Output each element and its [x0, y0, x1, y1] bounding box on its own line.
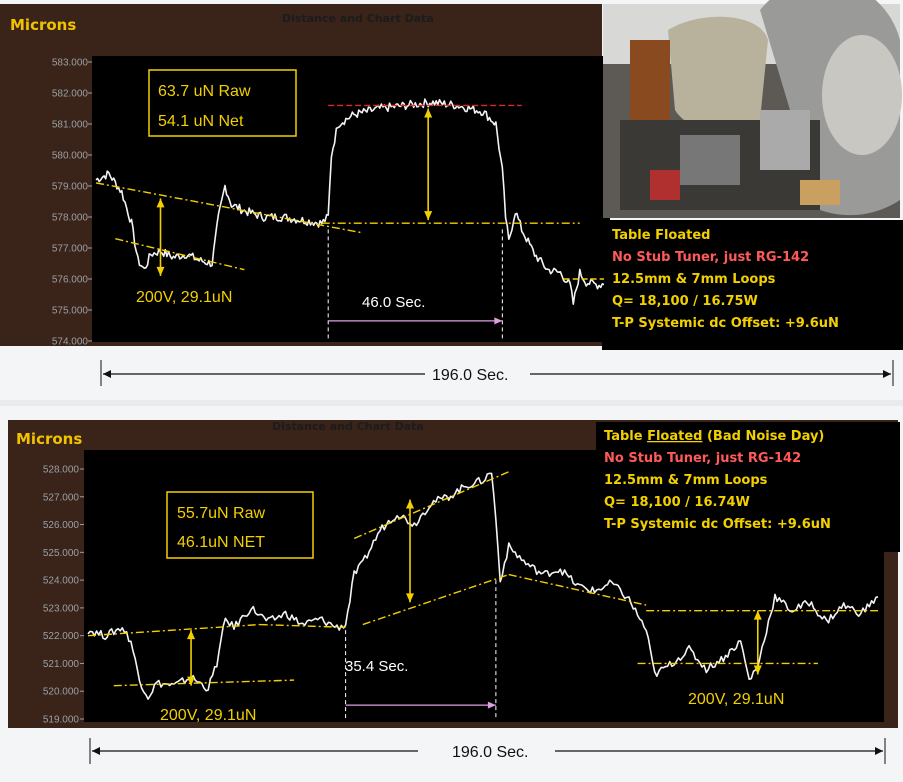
- bottom-guides: [87, 471, 878, 719]
- bottom-pulse-label: 35.4 Sec.: [345, 658, 408, 675]
- y-tick-label: 578.000: [52, 213, 89, 224]
- info-box-bg: [604, 222, 902, 347]
- top-duration-label: 196.0 Sec.: [432, 367, 509, 384]
- y-tick-label: 521.000: [43, 659, 80, 670]
- bottom-net-label: 46.1uN NET: [177, 534, 265, 551]
- baseline-guide-mid: [259, 623, 346, 629]
- calib-guide: [115, 238, 245, 271]
- top-ylabel: Microns: [10, 16, 76, 34]
- y-tick-label: 583.000: [52, 58, 89, 69]
- thrust-arrow-head-top: [406, 499, 415, 509]
- info-line: Q= 18,100 / 16.74W: [604, 495, 750, 510]
- y-tick-label: 527.000: [43, 492, 80, 503]
- thrust-arrow-head-top: [424, 108, 433, 118]
- pulse-duration-arrow-head: [494, 317, 503, 325]
- data-trace: [95, 98, 613, 305]
- info-line: No Stub Tuner, just RG-142: [604, 451, 801, 466]
- bottom-info-box: Table Floated (Bad Noise Day) No Stub Tun…: [596, 422, 900, 552]
- top-raw-label: 63.7 uN Raw: [158, 83, 251, 100]
- y-tick-label: 574.000: [52, 337, 89, 348]
- bottom-yticks: 519.000 520.000 521.000 522.000 523.000 524.0…: [43, 465, 84, 726]
- y-tick-label: 524.000: [43, 576, 80, 587]
- y-tick-label: 580.000: [52, 151, 89, 162]
- info-line: T-P Systemic dc Offset: +9.6uN: [604, 517, 831, 532]
- info-line-part: Table: [604, 429, 647, 444]
- y-tick-label: 582.000: [52, 89, 89, 100]
- top-chart: Microns Distance and Chart Data 574.0005…: [0, 0, 903, 386]
- y-tick-label: 522.000: [43, 631, 80, 642]
- calib-arrow-left-head-top: [187, 630, 196, 640]
- info-line: Q= 18,100 / 16.75W: [612, 294, 758, 309]
- info-line-part: Floated: [647, 429, 702, 444]
- bottom-raw-label: 55.7uN Raw: [177, 505, 265, 522]
- top-calib-label: 200V, 29.1uN: [136, 289, 232, 306]
- top-yticks: 574.000 575.000 576.000 577.000 578.000 579.0…: [52, 58, 92, 348]
- calib-guide-left: [113, 679, 295, 687]
- calib-arrow-left-head-bottom: [187, 676, 196, 686]
- top-pulse-label: 46.0 Sec.: [362, 294, 425, 311]
- bottom-duration-label: 196.0 Sec.: [452, 744, 529, 761]
- info-line-part: (Bad Noise Day): [702, 429, 824, 444]
- y-tick-label: 577.000: [52, 244, 89, 255]
- bottom-raw-net-box: [166, 491, 314, 559]
- thrust-arrow-head-bottom: [424, 211, 433, 221]
- decay-guide: [508, 573, 647, 606]
- y-tick-label: 525.000: [43, 548, 80, 559]
- bottom-chart: Microns Distance and Chart Data 519.0005…: [8, 420, 900, 764]
- calib-arrow-right-head-bottom: [753, 665, 762, 675]
- thrust-arrow-head-bottom: [406, 593, 415, 603]
- calib-arrow-head-bottom: [156, 266, 165, 276]
- bottom-calib-right-label: 200V, 29.1uN: [688, 691, 784, 708]
- peak-guide: [353, 471, 510, 540]
- y-tick-label: 576.000: [52, 275, 89, 286]
- top-guides: [95, 104, 612, 341]
- y-tick-label: 526.000: [43, 520, 80, 531]
- bottom-duration-bar: [89, 738, 886, 764]
- y-tick-label: 519.000: [43, 715, 80, 726]
- info-box-bg: [596, 422, 900, 552]
- pulse-duration-arrow-head: [487, 701, 496, 709]
- top-info-box: Table Floated No Stub Tuner, just RG-142 1…: [604, 222, 902, 347]
- info-line: Table Floated: [612, 228, 710, 243]
- baseline-guide-left: [95, 182, 361, 234]
- info-line: No Stub Tuner, just RG-142: [612, 250, 809, 265]
- y-tick-label: 579.000: [52, 182, 89, 193]
- bottom-calib-left-label: 200V, 29.1uN: [160, 707, 256, 724]
- top-trace-layer: [95, 98, 613, 305]
- calib-arrow-right-head-top: [753, 610, 762, 620]
- top-duration-bar: [100, 360, 894, 386]
- top-raw-net-box: [148, 69, 297, 137]
- y-tick-label: 575.000: [52, 306, 89, 317]
- y-tick-label: 520.000: [43, 687, 80, 698]
- top-net-label: 54.1 uN Net: [158, 113, 244, 130]
- baseline-guide-left: [87, 623, 260, 637]
- bottom-title: Distance and Chart Data: [272, 420, 424, 433]
- lab-photo: [603, 0, 902, 218]
- info-line: 12.5mm & 7mm Loops: [604, 473, 768, 488]
- bottom-ylabel: Microns: [16, 430, 82, 448]
- info-line: 12.5mm & 7mm Loops: [612, 272, 776, 287]
- y-tick-label: 523.000: [43, 603, 80, 614]
- info-line: T-P Systemic dc Offset: +9.6uN: [612, 316, 839, 331]
- drift-guide: [362, 573, 509, 626]
- bottom-panel: Microns Distance and Chart Data 519.000 5…: [0, 406, 903, 782]
- top-title: Distance and Chart Data: [282, 12, 434, 25]
- calib-arrow-head-top: [156, 198, 165, 208]
- info-line: Table Floated (Bad Noise Day): [604, 429, 824, 444]
- y-tick-label: 581.000: [52, 120, 89, 131]
- y-tick-label: 528.000: [43, 465, 80, 476]
- top-panel: Microns Distance and Chart Data 574.000 5…: [0, 0, 903, 400]
